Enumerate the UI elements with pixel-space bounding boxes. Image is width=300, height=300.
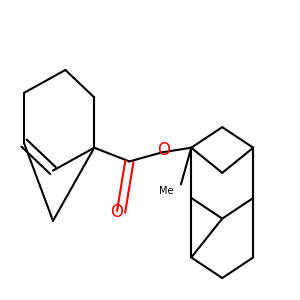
Text: Me: Me <box>159 186 174 196</box>
Text: O: O <box>110 203 123 221</box>
Text: O: O <box>157 141 170 159</box>
